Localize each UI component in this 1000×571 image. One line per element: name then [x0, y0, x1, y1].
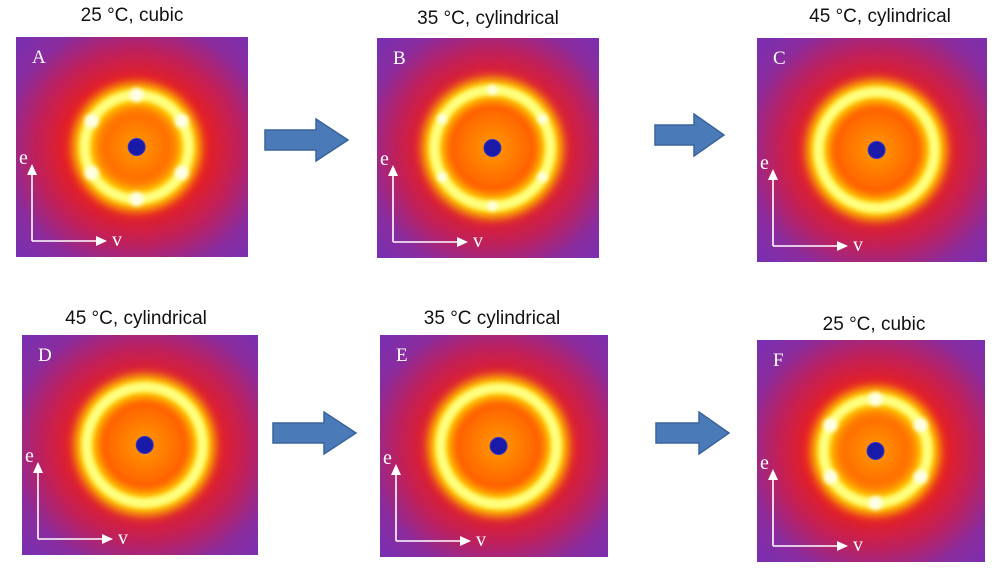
saxs-pattern-e	[380, 335, 608, 557]
ring-bright	[813, 87, 940, 213]
axis-label-e: e	[760, 152, 769, 174]
axis-label-e: e	[25, 445, 34, 467]
axis-v-arrowhead	[457, 237, 468, 247]
bragg-spot	[129, 192, 144, 206]
bragg-spot	[174, 166, 189, 180]
beamstop	[483, 139, 502, 157]
beamstop	[127, 138, 146, 156]
saxs-pattern-b	[377, 38, 599, 258]
bragg-spot	[174, 114, 189, 128]
bragg-spot	[868, 496, 883, 510]
bragg-spot	[437, 172, 448, 182]
axis-label-e: e	[760, 452, 769, 474]
saxs-pattern-a	[16, 37, 248, 257]
axis-v-arrowhead	[102, 534, 113, 544]
panel-f-label: F	[773, 350, 784, 371]
panel-a-title: 25 °C, cubic	[80, 5, 184, 26]
axis-label-v: v	[473, 230, 483, 252]
axis-e-arrowhead	[768, 169, 778, 180]
beamstop	[867, 141, 886, 159]
bragg-spot	[487, 201, 498, 211]
axis-e-arrowhead	[33, 462, 43, 473]
panel-e: E e v	[380, 335, 608, 557]
panel-b-label: B	[393, 48, 406, 69]
beamstop	[135, 436, 154, 454]
bragg-spot	[84, 114, 99, 128]
bragg-spot	[868, 392, 883, 406]
panel-f: F e v	[757, 340, 985, 562]
bragg-spot	[537, 114, 548, 124]
saxs-pattern-f	[757, 340, 985, 562]
arrow-e-to-f	[655, 411, 731, 455]
axis-e-arrowhead	[388, 165, 398, 176]
bragg-spot	[823, 470, 838, 484]
panel-f-title: 25 °C, cubic	[822, 314, 926, 335]
axis-v-arrowhead	[460, 536, 471, 546]
bragg-spot	[129, 88, 144, 102]
axis-label-v: v	[112, 229, 122, 251]
axis-e-arrowhead	[391, 464, 401, 475]
axis-e-arrowhead	[768, 469, 778, 480]
bragg-spot	[487, 85, 498, 95]
axis-v-arrowhead	[96, 236, 107, 246]
bragg-spot	[437, 114, 448, 124]
saxs-pattern-c	[757, 38, 987, 262]
panel-d-title: 45 °C, cylindrical	[65, 308, 207, 329]
bragg-spot	[84, 166, 99, 180]
panel-c: C e v	[757, 38, 987, 262]
panel-e-title: 35 °C cylindrical	[423, 308, 561, 329]
panel-d-label: D	[38, 345, 52, 366]
beamstop	[866, 442, 885, 460]
axis-label-e: e	[380, 148, 389, 170]
panel-b-title: 35 °C, cylindrical	[417, 8, 559, 29]
axis-v-arrowhead	[837, 541, 848, 551]
panel-b: B e v	[377, 38, 599, 258]
axis-label-v: v	[853, 534, 863, 556]
axis-label-e: e	[383, 447, 392, 469]
bragg-spot	[913, 470, 928, 484]
arrow-a-to-b	[264, 118, 350, 162]
panel-a: A e v	[16, 37, 248, 257]
beamstop	[489, 437, 508, 455]
bragg-spot	[823, 418, 838, 432]
bragg-spot	[913, 418, 928, 432]
ring-bright	[81, 382, 208, 508]
axis-label-v: v	[476, 529, 486, 551]
axis-label-v: v	[118, 527, 128, 549]
saxs-pattern-d	[22, 335, 258, 555]
panel-e-label: E	[396, 345, 408, 366]
panel-c-label: C	[773, 48, 786, 69]
bragg-spot	[537, 172, 548, 182]
axis-label-v: v	[853, 234, 863, 256]
axis-e-arrowhead	[27, 164, 37, 175]
arrow-d-to-e	[272, 411, 358, 455]
panel-d: D e v	[22, 335, 258, 555]
panel-a-label: A	[32, 47, 46, 68]
arrow-b-to-c	[654, 113, 726, 157]
panel-c-title: 45 °C, cylindrical	[809, 6, 951, 27]
ring-bright	[435, 383, 562, 509]
axis-v-arrowhead	[837, 241, 848, 251]
axis-label-e: e	[19, 147, 28, 169]
